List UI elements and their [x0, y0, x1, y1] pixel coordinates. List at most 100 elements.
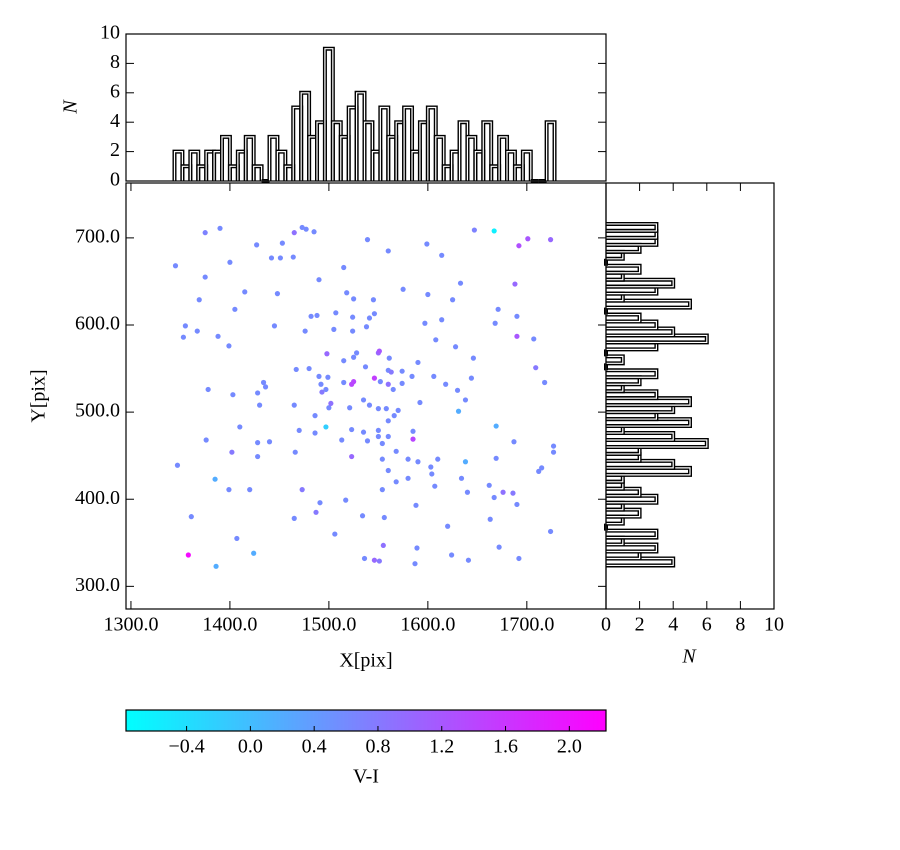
colorbar-tick-label: 1.2 [429, 736, 454, 758]
point [371, 375, 378, 381]
point [202, 274, 208, 280]
x-tick-label: 1600.0 [400, 614, 455, 636]
x-tick-label: 2 [635, 614, 645, 636]
point [349, 381, 355, 387]
hist-inner [606, 265, 641, 274]
point [306, 365, 312, 372]
y-tick-label: 400.0 [75, 487, 120, 509]
point [341, 379, 347, 386]
point [468, 375, 475, 381]
point [291, 515, 297, 521]
point [260, 379, 267, 386]
point [516, 243, 522, 249]
hist-outline [544, 120, 557, 181]
point [344, 290, 350, 296]
point [516, 555, 522, 562]
hist-outline [606, 312, 642, 324]
hist-bar [402, 105, 415, 181]
point [422, 320, 428, 326]
point [547, 528, 554, 535]
point [364, 237, 371, 243]
point [471, 227, 477, 233]
point [393, 448, 399, 454]
point [410, 428, 416, 434]
point [226, 343, 232, 349]
x-tick-label: 6 [702, 614, 712, 636]
point [443, 381, 449, 387]
point [350, 314, 356, 320]
y-tick-label: 10 [100, 22, 120, 44]
point [326, 405, 332, 411]
hist-bar [606, 354, 625, 366]
point [212, 476, 218, 482]
y-tick-label: 600.0 [75, 313, 120, 335]
point [370, 297, 377, 303]
y-tick-label: 300.0 [75, 574, 120, 596]
point [435, 456, 441, 462]
hist-inner [606, 223, 657, 232]
point [386, 355, 392, 361]
point [395, 407, 401, 413]
hist-inner [606, 432, 674, 441]
point [257, 402, 263, 408]
hist-bar [520, 149, 533, 181]
point [324, 351, 330, 357]
x-tick-label: 1700.0 [499, 614, 554, 636]
hist-inner [606, 543, 657, 553]
point [381, 514, 387, 521]
point [325, 374, 331, 380]
point [375, 406, 381, 412]
point [495, 306, 501, 312]
point [242, 289, 248, 295]
point [510, 490, 516, 496]
point [514, 313, 520, 319]
point [323, 386, 329, 393]
hist-outline [606, 354, 625, 366]
point [399, 368, 405, 374]
point [445, 523, 451, 529]
hist-bar [433, 134, 446, 181]
point [341, 264, 347, 271]
point [291, 402, 297, 408]
point [385, 248, 391, 254]
point [343, 497, 349, 503]
point [323, 424, 329, 430]
point [213, 563, 219, 569]
point [202, 230, 208, 236]
point [308, 313, 314, 319]
hist-outline [606, 263, 642, 275]
point [431, 373, 437, 379]
point [361, 555, 368, 562]
point [383, 406, 389, 412]
point [360, 429, 367, 435]
point [379, 440, 385, 447]
point [413, 502, 419, 508]
hist-inner [606, 369, 657, 378]
point [255, 390, 261, 396]
point [379, 456, 385, 462]
colorbar-label: V-I [353, 766, 379, 788]
point [380, 542, 386, 549]
point [319, 389, 325, 395]
point [493, 455, 499, 461]
point [487, 516, 493, 522]
point [331, 326, 337, 332]
hist-bar [606, 312, 642, 324]
point [351, 354, 357, 360]
point [550, 443, 557, 449]
point [405, 456, 411, 462]
hist-inner [606, 529, 657, 539]
point [296, 427, 302, 434]
point [415, 459, 421, 465]
point [462, 459, 469, 465]
point [351, 296, 357, 302]
hist-bar [606, 221, 659, 233]
point [376, 558, 382, 564]
point [377, 379, 383, 385]
point [299, 487, 305, 493]
point [371, 557, 378, 563]
point [376, 348, 382, 354]
x-tick-label: 10 [764, 614, 784, 636]
point [454, 387, 461, 393]
point [188, 514, 194, 520]
